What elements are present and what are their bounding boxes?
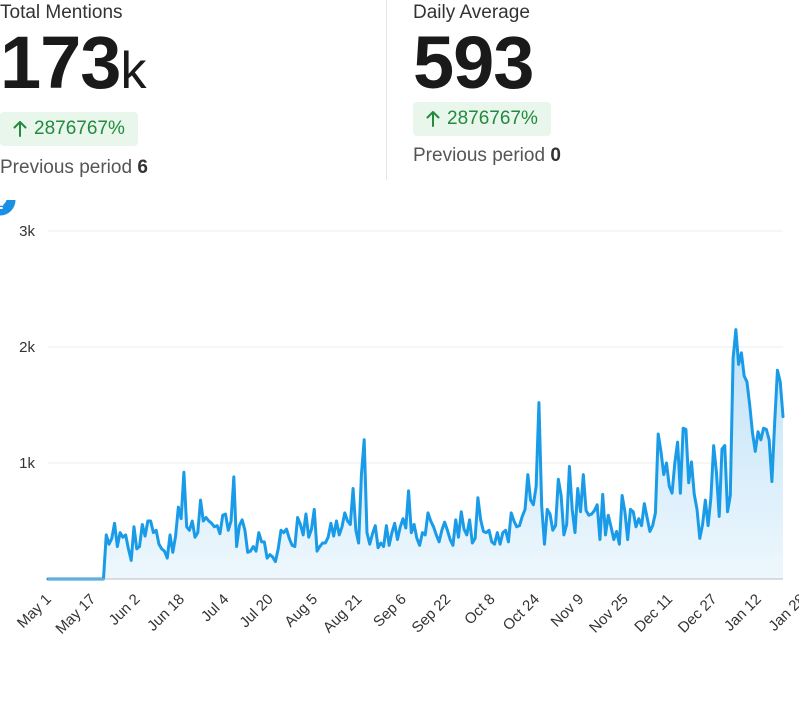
x-tick-label: Nov 9 [548,591,588,631]
gridlines [48,230,783,464]
total-mentions-unit: k [120,42,147,100]
daily-average-value: 593 [413,21,534,104]
series-layer [46,328,785,581]
total-mentions-value: 173k [0,24,386,110]
daily-average-delta: 2876767% [447,108,538,129]
x-tick-label: Aug 5 [281,591,321,631]
y-tick-label: 2k [19,339,35,356]
bulb-glyph [0,200,7,206]
x-tick-label: Sep 22 [409,591,455,637]
daily-prev-label: Previous period [413,145,546,166]
y-axis: 1k 2k 3k [19,223,35,472]
total-mentions-number: 173 [0,21,121,104]
total-mentions-stat: Total Mentions 173k 2876767% Previous pe… [0,0,386,180]
total-mentions-label: Total Mentions [0,2,123,23]
arrow-up-icon [13,121,27,137]
x-tick-label: Jun 2 [106,591,144,629]
x-tick-label: Oct 8 [461,591,498,628]
arrow-up-icon [426,111,440,127]
total-prev-value: 6 [137,157,148,178]
stats-divider [386,0,387,180]
total-mentions-delta-badge: 2876767% [0,112,138,146]
daily-average-label: Daily Average [413,2,530,23]
insight-markers [0,200,18,218]
x-tick-label: May 17 [52,591,99,638]
daily-average-stat: Daily Average 593 2876767% Previous peri… [413,0,793,168]
total-prev-label: Previous period [0,157,133,178]
x-tick-label: Jul 20 [236,591,276,631]
x-tick-label: Nov 25 [586,591,632,637]
x-tick-label: Jul 4 [198,591,232,625]
x-tick-label: Dec 27 [675,591,721,637]
x-tick-label: Jan 28 [765,591,799,635]
lightbulb-icon[interactable] [0,200,18,218]
x-tick-label: Jan 12 [721,591,765,635]
total-mentions-previous: Previous period 6 [0,156,386,180]
series-line [46,328,785,581]
y-tick-label: 1k [19,455,35,472]
daily-prev-value: 0 [550,145,561,166]
bulb-base [0,207,3,209]
x-tick-label: Oct 24 [500,591,543,634]
x-tick-label: Dec 11 [631,591,676,636]
y-tick-label: 3k [19,223,35,240]
daily-average-delta-badge: 2876767% [413,102,551,136]
total-mentions-delta: 2876767% [34,118,125,139]
x-tick-label: Jun 18 [144,591,188,635]
x-tick-label: Aug 21 [320,591,366,637]
x-tick-label: Sep 6 [370,591,410,631]
daily-average-previous: Previous period 0 [413,144,793,168]
x-tick-label: May 1 [14,591,55,632]
